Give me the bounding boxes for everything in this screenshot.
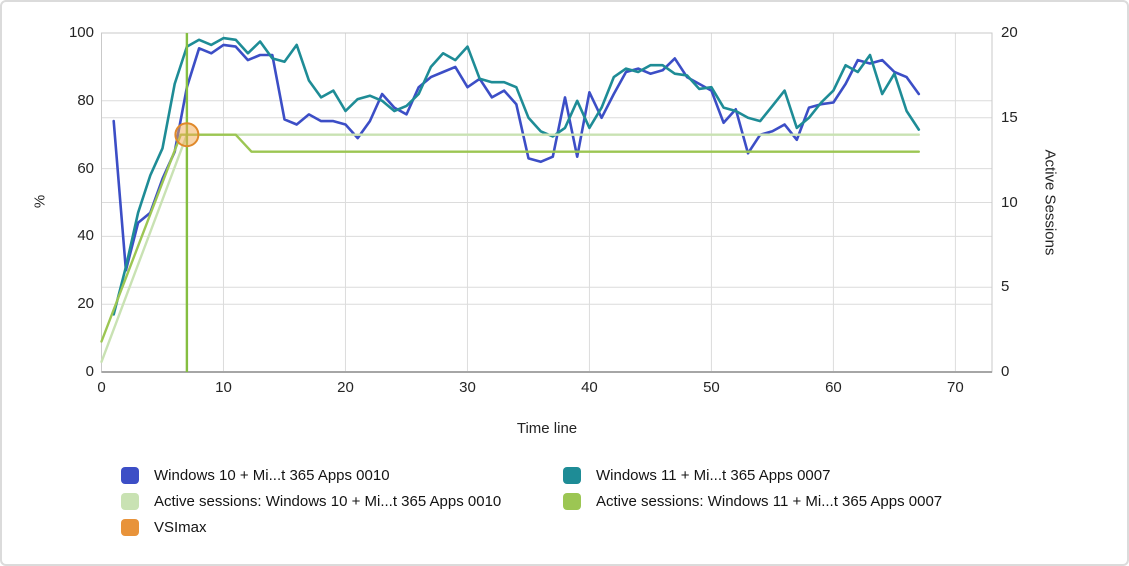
legend-item[interactable]: Windows 11 + Mi...t 365 Apps 0007	[563, 464, 830, 486]
x-tick-label: 30	[459, 379, 476, 396]
x-tick-label: 60	[825, 379, 842, 396]
y-left-tick-label: 20	[77, 295, 94, 313]
y-left-tick-label: 60	[77, 159, 94, 177]
legend-swatch	[121, 518, 139, 536]
x-tick-label: 50	[703, 379, 720, 396]
y-left-tick-label: 0	[85, 363, 94, 380]
legend-label: Active sessions: Windows 10 + Mi...t 365…	[154, 492, 502, 510]
y-right-tick-label: 0	[1001, 363, 1010, 380]
legend-item[interactable]: VSImax	[121, 516, 207, 538]
y-axis-right-title: Active Sessions	[1041, 149, 1059, 256]
x-tick-label: 20	[337, 379, 354, 396]
legend-swatch	[121, 466, 139, 484]
y-left-tick-label: 100	[68, 24, 94, 41]
legend-item[interactable]: Active sessions: Windows 10 + Mi...t 365…	[121, 490, 501, 512]
legend-swatch	[121, 492, 139, 510]
legend-label: Active sessions: Windows 11 + Mi...t 365…	[596, 492, 943, 510]
x-axis-title: Time line	[516, 420, 578, 437]
legend-item[interactable]: Windows 10 + Mi...t 365 Apps 0010	[121, 464, 390, 486]
y-right-tick-label: 5	[1001, 278, 1010, 296]
y-right-tick-label: 15	[1001, 108, 1018, 126]
legend-swatch	[563, 466, 581, 484]
y-right-tick-label: 10	[1001, 193, 1018, 211]
legend-label: VSImax	[154, 518, 207, 536]
x-tick-label: 10	[215, 379, 232, 396]
x-tick-label: 40	[581, 379, 598, 396]
legend-swatch	[563, 492, 581, 510]
legend-item[interactable]: Active sessions: Windows 11 + Mi...t 365…	[563, 490, 942, 512]
x-tick-label: 70	[947, 379, 964, 396]
dual-axis-line-chart	[100, 32, 993, 373]
x-tick-label: 0	[97, 379, 106, 396]
vsimax-marker	[174, 122, 200, 148]
legend-label: Windows 10 + Mi...t 365 Apps 0010	[154, 466, 390, 484]
y-axis-left-title: %	[31, 194, 49, 209]
series-line-1	[112, 36, 921, 316]
legend-label: Windows 11 + Mi...t 365 Apps 0007	[596, 466, 831, 484]
y-right-tick-label: 20	[1001, 24, 1018, 41]
y-left-tick-label: 40	[77, 227, 94, 245]
series-line-0	[112, 43, 921, 272]
series-line-3	[100, 133, 920, 343]
y-left-tick-label: 80	[77, 91, 94, 109]
